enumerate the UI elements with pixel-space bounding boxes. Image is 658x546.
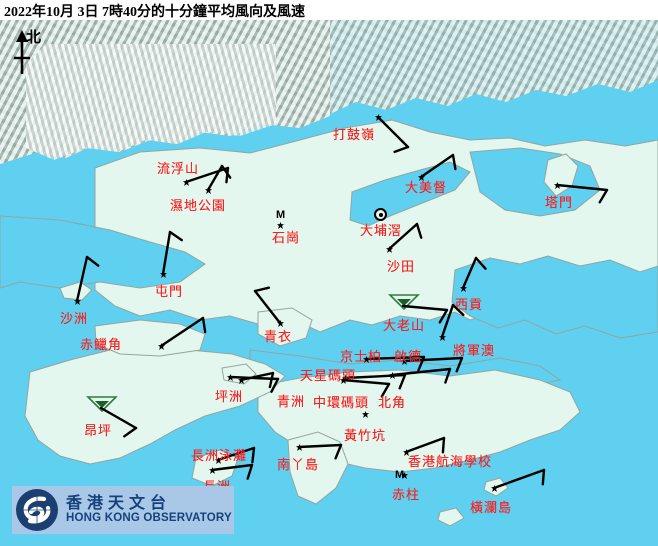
station-marker-star[interactable] (362, 411, 369, 418)
hko-logo-icon (16, 489, 58, 531)
wind-barb (182, 140, 248, 216)
logo-text-en: HONG KONG OBSERVATORY (66, 512, 232, 525)
station-label: 沙田 (387, 259, 416, 274)
north-arrow-icon (8, 28, 48, 76)
station-label: 橫瀾島 (470, 500, 513, 515)
wind-barb (75, 382, 162, 454)
station-label: 將軍澳 (453, 343, 496, 358)
station-marker-star[interactable] (277, 222, 284, 229)
station-label: 南丫島 (277, 457, 320, 472)
station-label: 大老山 (383, 318, 426, 333)
north-label: 北 (26, 30, 42, 46)
station-label: 香港航海學校 (408, 454, 493, 469)
wind-barb (204, 351, 304, 405)
hko-logo: 香港天文台 HONG KONG OBSERVATORY (12, 486, 234, 534)
station-label: 石崗 (272, 230, 301, 245)
station-label: 昂坪 (84, 423, 113, 438)
wind-barb (352, 91, 434, 173)
wind-barb (192, 422, 280, 486)
wind-barb (317, 354, 415, 410)
wind-barb (137, 206, 196, 300)
station-label: 長洲泳灘 (191, 448, 248, 463)
station-marker-triangle[interactable] (388, 293, 420, 311)
station-label: 赤鱲角 (80, 337, 123, 352)
station-label: 啟德 (394, 349, 423, 364)
station-label: 京士柏 (340, 349, 383, 364)
page-title: 2022年10月 3日 7時40分的十分鐘平均風向及風速 (4, 5, 305, 20)
station-label: 赤柱 (392, 487, 421, 502)
station-label: 濕地公園 (170, 198, 227, 213)
wind-barb (437, 232, 502, 314)
title-bar: 2022年10月 3日 7時40分的十分鐘平均風向及風速 (0, 0, 658, 20)
wind-barb (468, 444, 570, 514)
station-label: 大埔滘 (360, 223, 403, 238)
station-label: 西貢 (455, 297, 484, 312)
wind-barb (416, 279, 479, 363)
station-label: 屯門 (155, 284, 184, 299)
station-label: 中環碼頭 (313, 395, 370, 410)
station-label: 北角 (378, 395, 407, 410)
station-marker-ring[interactable] (374, 208, 387, 221)
wind-barb (273, 419, 367, 473)
station-label: 塔門 (545, 195, 574, 210)
wind-barb (377, 280, 473, 336)
station-mast-marker: M (276, 209, 286, 221)
map-canvas[interactable]: 北 打鼓嶺流浮山濕地公園 大美督塔門 M 石崗 大埔滘沙田屯門沙洲赤鱲角 青衣 大老山 西貢將… (0, 20, 658, 546)
station-label: 坪洲 (215, 389, 244, 404)
station-label: 青衣 (264, 329, 293, 344)
station-label: 青洲 (277, 394, 306, 409)
coastline-layer (0, 119, 658, 527)
station-label: 流浮山 (157, 161, 200, 176)
wind-barb (363, 198, 443, 275)
station-label: 大美督 (405, 180, 448, 195)
wind-barb (395, 129, 479, 203)
wind-barb (51, 231, 113, 327)
wind-barb (186, 439, 278, 496)
wind-barb (380, 412, 470, 478)
station-label: 沙洲 (60, 311, 89, 326)
station-label: 打鼓嶺 (333, 127, 376, 142)
wind-barb (366, 343, 476, 401)
wind-barb (229, 265, 306, 349)
logo-text-cn: 香港天文台 (66, 494, 172, 512)
station-label: 黃竹坑 (344, 428, 387, 443)
wind-barb (531, 159, 633, 216)
station-marker-triangle[interactable] (86, 395, 118, 413)
station-mast-marker: M (395, 469, 405, 481)
wind-barb (135, 292, 229, 372)
wind-barb (378, 332, 488, 387)
